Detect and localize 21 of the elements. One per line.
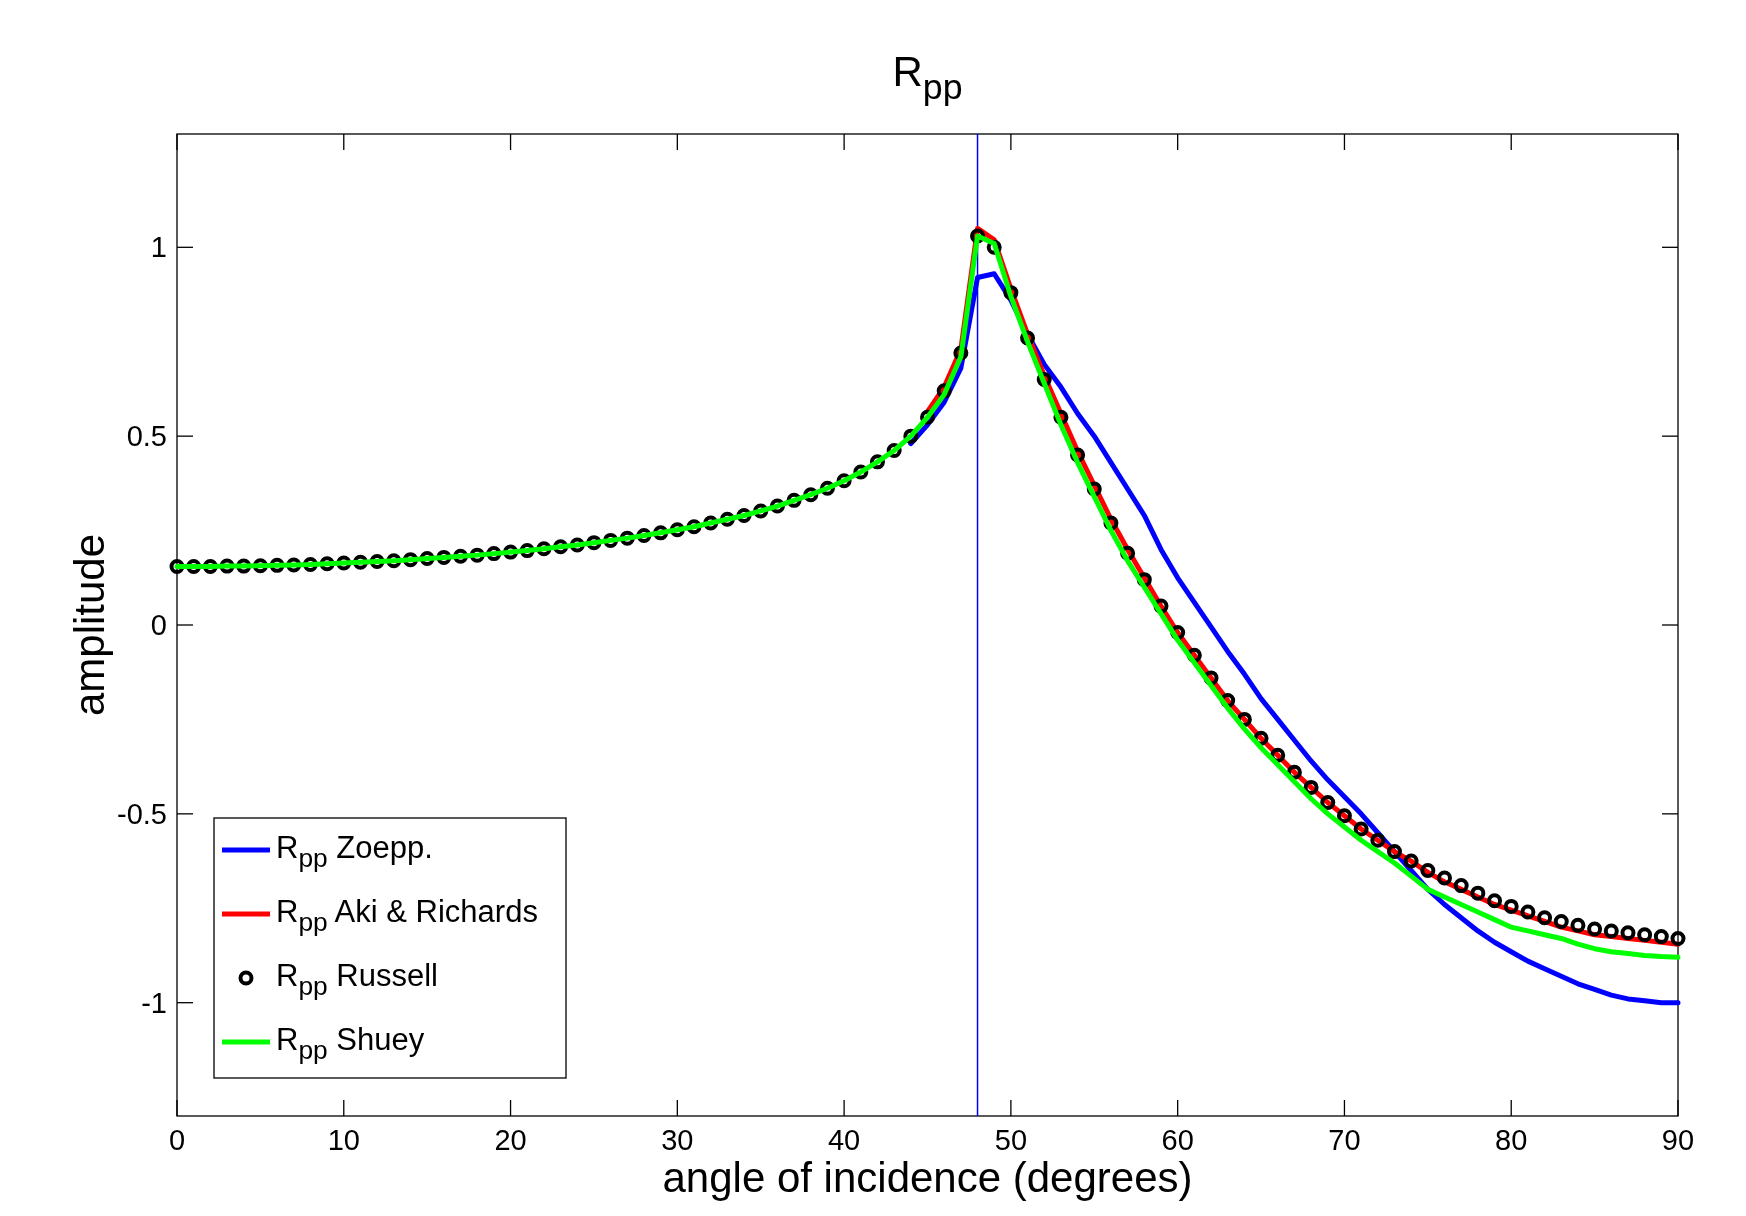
x-tick-label: 60 xyxy=(1161,1124,1194,1156)
y-tick-label: 1 xyxy=(150,231,167,264)
y-tick-label: 0 xyxy=(150,609,167,641)
chart-title: R$_{pp}$ xyxy=(892,48,963,107)
x-tick-label: 80 xyxy=(1495,1124,1528,1156)
y-tick-label: -0.5 xyxy=(117,797,167,830)
y-axis-title: amplitude xyxy=(66,533,113,717)
x-axis-title: angle of incidence (degrees) xyxy=(662,1154,1193,1201)
legend-label: R$_{pp}$ Zoepp. xyxy=(276,830,433,874)
x-tick-label: 30 xyxy=(661,1124,694,1156)
legend-label: R$_{pp}$ Shuey xyxy=(276,1022,425,1066)
y-tick-label: 0.5 xyxy=(126,420,167,453)
y-tick-label: -1 xyxy=(141,986,167,1019)
legend-label: R$_{pp}$ Russell xyxy=(276,958,438,1002)
x-tick-label: 20 xyxy=(494,1124,527,1156)
x-tick-label: 40 xyxy=(827,1124,861,1156)
x-tick-label: 10 xyxy=(327,1124,360,1156)
x-tick-label: 50 xyxy=(994,1124,1028,1156)
x-tick-label: 70 xyxy=(1328,1124,1361,1156)
x-tick-label: 90 xyxy=(1661,1124,1695,1156)
legend-label: R$_{pp}$ Aki & Richards xyxy=(276,894,538,938)
